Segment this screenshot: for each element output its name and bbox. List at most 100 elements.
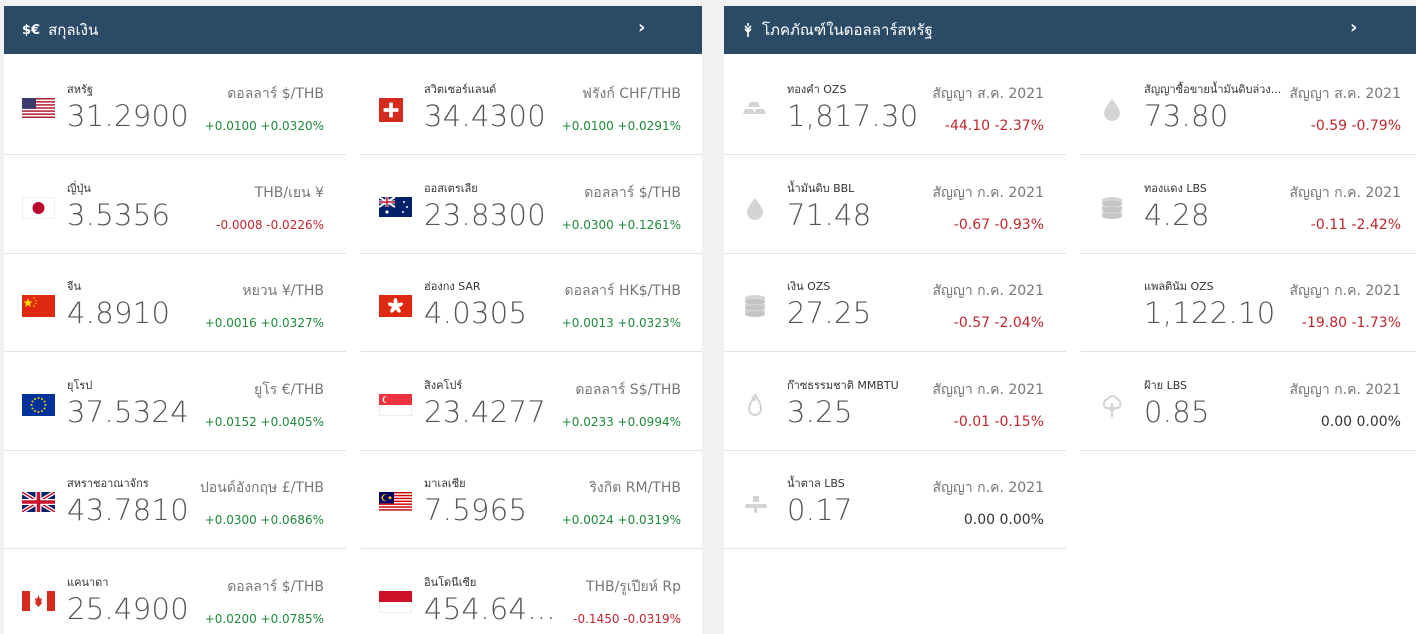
item-price: 0.17 bbox=[787, 493, 853, 527]
item-name[interactable]: สิงคโปร์ bbox=[424, 378, 463, 392]
item-name[interactable]: สัญญาซื้อขายน้ำมันดิบล่วง... bbox=[1144, 83, 1282, 96]
item-price: 43.7810 bbox=[67, 493, 190, 527]
sg-flag-icon bbox=[378, 393, 413, 416]
currency-card[interactable]: ออสเตรเลีย 23.8300 ดอลลาร์ $/THB +0.0300 +0… bbox=[361, 155, 702, 254]
item-name[interactable]: สวิตเซอร์แลนด์ bbox=[424, 83, 497, 96]
commodity-card[interactable]: ทองแดง LBS 4.28 สัญญา ก.ค. 2021 -0.11 -2.42… bbox=[1081, 155, 1416, 254]
currency-card[interactable]: อินโดนีเซีย 454.64... THB/รูเปียห์ Rp -0.14… bbox=[361, 549, 702, 634]
jp-flag-icon bbox=[21, 196, 56, 219]
item-price: 71.48 bbox=[787, 197, 872, 232]
commodity-panel-title[interactable]: โภคภัณฑ์ในดอลลาร์สหรัฐ bbox=[762, 21, 933, 39]
currency-card[interactable]: ญี่ปุ่น 3.5356 THB/เยน ¥ -0.0008 -0.0226% bbox=[4, 155, 346, 254]
item-unit: ยูโร €/THB bbox=[254, 381, 324, 398]
item-change: -19.80 -1.73% bbox=[1301, 315, 1401, 331]
commodity-card[interactable]: แพลตินัม OZS 1,122.10 สัญญา ก.ค. 2021 -19.8… bbox=[1081, 253, 1416, 352]
item-name[interactable]: ฮ่องกง SAR bbox=[424, 280, 481, 293]
item-name[interactable]: สหราชอาณาจักร bbox=[67, 477, 149, 490]
item-name[interactable]: น้ำตาล LBS bbox=[787, 477, 845, 490]
sugar-icon bbox=[742, 490, 768, 516]
item-change: -44.10 -2.37% bbox=[944, 118, 1044, 134]
item-unit: สัญญา ก.ค. 2021 bbox=[1289, 184, 1401, 201]
item-unit: สัญญา ก.ค. 2021 bbox=[1289, 381, 1401, 398]
item-name[interactable]: ฝ้าย LBS bbox=[1144, 378, 1188, 392]
item-change: -0.01 -0.15% bbox=[953, 413, 1044, 430]
item-change: -0.11 -2.42% bbox=[1310, 216, 1401, 233]
currency-card[interactable]: จีน 4.8910 หยวน ¥/THB +0.0016 +0.0327% bbox=[4, 253, 346, 352]
commodity-card[interactable]: ทองคำ OZS 1,817.30 สัญญา ส.ค. 2021 -44.10 -… bbox=[724, 56, 1066, 155]
commodity-card[interactable]: สัญญาซื้อขายน้ำมันดิบล่วง... 73.80 สัญญา ส… bbox=[1081, 56, 1416, 155]
currency-card[interactable]: มาเลเซีย 7.5965 ริงกิต RM/THB +0.0024 +0.03… bbox=[361, 450, 702, 549]
item-name[interactable]: แคนาดา bbox=[67, 575, 109, 589]
item-unit: ดอลลาร์ HK$/THB bbox=[564, 283, 681, 299]
flame-icon bbox=[742, 392, 768, 418]
gb-flag-icon bbox=[20, 490, 57, 514]
item-name[interactable]: แพลตินัม OZS bbox=[1144, 280, 1214, 293]
item-change: -0.0008 -0.0226% bbox=[216, 217, 324, 232]
currency-card[interactable]: แคนาดา 25.4900 ดอลลาร์ $/THB +0.0200 +0.078… bbox=[4, 549, 346, 634]
chevron-right-icon[interactable]: › bbox=[1350, 17, 1358, 38]
cn-flag-icon bbox=[22, 295, 55, 317]
item-name[interactable]: ทองคำ OZS bbox=[787, 83, 847, 96]
item-change: 0.00 0.00% bbox=[963, 512, 1044, 528]
item-name[interactable]: เงิน OZS bbox=[787, 280, 831, 293]
item-name[interactable]: อินโดนีเซีย bbox=[424, 575, 477, 589]
commodity-card[interactable]: ฝ้าย LBS 0.85 สัญญา ก.ค. 2021 0.00 0.00% bbox=[1081, 352, 1416, 451]
item-name[interactable]: ออสเตรเลีย bbox=[424, 181, 478, 195]
item-price: 3.5356 bbox=[67, 197, 171, 232]
hk-flag-icon bbox=[379, 295, 412, 317]
item-name[interactable]: ยุโรป bbox=[67, 378, 93, 392]
item-name[interactable]: ทองแดง LBS bbox=[1144, 181, 1207, 195]
commodity-card[interactable]: น้ำตาล LBS 0.17 สัญญา ก.ค. 2021 0.00 0.00% bbox=[724, 450, 1066, 549]
item-price: 31.2900 bbox=[67, 99, 190, 133]
commodity-panel: โภคภัณฑ์ในดอลลาร์สหรัฐ › ทองคำ OZS 1,817.… bbox=[724, 6, 1416, 634]
item-name[interactable]: ก๊าซธรรมชาติ MMBTU bbox=[787, 378, 899, 392]
item-unit: THB/รูเปียห์ Rp bbox=[585, 578, 681, 595]
commodity-card[interactable]: ก๊าซธรรมชาติ MMBTU 3.25 สัญญา ก.ค. 2021 -0.… bbox=[724, 352, 1066, 451]
item-price: 27.25 bbox=[787, 296, 872, 330]
item-unit: ดอลลาร์ $/THB bbox=[227, 578, 324, 595]
item-price: 3.25 bbox=[787, 394, 853, 429]
currency-panel-header[interactable]: $€ สกุลเงิน › bbox=[4, 6, 702, 54]
currency-icon: $€ bbox=[22, 22, 41, 38]
currency-card[interactable]: ยุโรป 37.5324 ยูโร €/THB +0.0152 +0.0405% bbox=[4, 352, 346, 451]
item-price: 454.64... bbox=[424, 591, 556, 626]
item-name[interactable]: น้ำมันดิบ BBL bbox=[787, 181, 855, 195]
currency-card[interactable]: สหราชอาณาจักร 43.7810 ปอนด์อังกฤษ £/THB +0.… bbox=[4, 450, 346, 549]
item-name[interactable]: จีน bbox=[67, 280, 81, 293]
wheat-icon bbox=[742, 23, 754, 37]
currency-card[interactable]: สหรัฐ 31.2900 ดอลลาร์ $/THB +0.0100 +0.0320… bbox=[4, 56, 346, 155]
item-price: 4.0305 bbox=[424, 296, 528, 330]
item-unit: ปอนด์อังกฤษ £/THB bbox=[199, 480, 324, 496]
eu-flag-icon bbox=[22, 393, 55, 416]
au-flag-icon bbox=[378, 195, 412, 217]
item-price: 23.4277 bbox=[424, 394, 547, 429]
item-unit: สัญญา ก.ค. 2021 bbox=[1289, 283, 1401, 299]
item-change: +0.0024 +0.0319% bbox=[561, 513, 681, 527]
item-change: -0.59 -0.79% bbox=[1310, 118, 1401, 134]
currency-card[interactable]: สวิตเซอร์แลนด์ 34.4300 ฟรังก์ CHF/THB +0.01… bbox=[361, 56, 702, 155]
commodity-card[interactable]: เงิน OZS 27.25 สัญญา ก.ค. 2021 -0.57 -2.04% bbox=[724, 253, 1066, 352]
currency-card[interactable]: ฮ่องกง SAR 4.0305 ดอลลาร์ HK$/THB +0.0013 +… bbox=[361, 253, 702, 352]
item-unit: หยวน ¥/THB bbox=[242, 283, 324, 299]
ch-flag-icon bbox=[379, 98, 412, 122]
chevron-right-icon[interactable]: › bbox=[638, 17, 646, 38]
item-name[interactable]: ญี่ปุ่น bbox=[67, 181, 91, 195]
commodity-card[interactable]: น้ำมันดิบ BBL 71.48 สัญญา ก.ค. 2021 -0.67 -… bbox=[724, 155, 1066, 254]
gold-bars-icon bbox=[742, 96, 768, 122]
cotton-icon bbox=[1099, 392, 1125, 418]
item-unit: สัญญา ก.ค. 2021 bbox=[932, 283, 1044, 299]
coins-icon bbox=[742, 293, 768, 319]
item-price: 34.4300 bbox=[424, 99, 547, 133]
item-unit: สัญญา ก.ค. 2021 bbox=[932, 381, 1044, 398]
commodity-panel-header[interactable]: โภคภัณฑ์ในดอลลาร์สหรัฐ › bbox=[724, 6, 1416, 54]
currency-panel-title[interactable]: สกุลเงิน bbox=[48, 21, 99, 39]
item-name[interactable]: มาเลเซีย bbox=[424, 477, 466, 490]
currency-card[interactable]: สิงคโปร์ 23.4277 ดอลลาร์ S$/THB +0.0233 +0.… bbox=[361, 352, 702, 451]
item-price: 37.5324 bbox=[67, 394, 190, 429]
item-name[interactable]: สหรัฐ bbox=[67, 83, 93, 96]
item-unit: ดอลลาร์ $/THB bbox=[584, 184, 681, 201]
item-change: +0.0016 +0.0327% bbox=[204, 316, 324, 330]
item-change: +0.0013 +0.0323% bbox=[561, 316, 681, 330]
item-change: +0.0200 +0.0785% bbox=[204, 611, 324, 626]
item-price: 0.85 bbox=[1144, 394, 1210, 429]
